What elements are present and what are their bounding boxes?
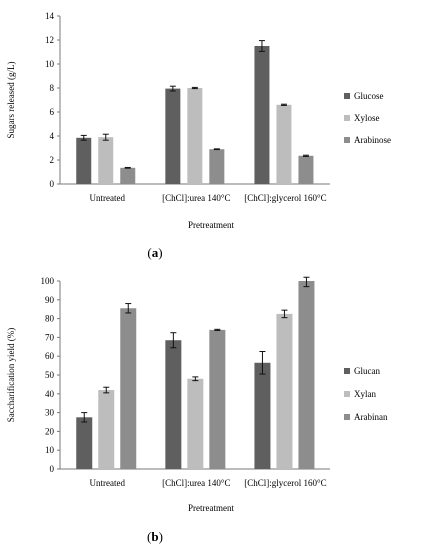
- bar-xylose-2: [187, 88, 203, 184]
- category-label: Untreated: [90, 478, 126, 488]
- panel-label-open: (: [147, 245, 151, 260]
- chart-a: 0 2 4 6 8 10 12 14 Sugars released (g/L) Untreate…: [6, 11, 391, 260]
- bar-glucose-1: [76, 137, 92, 184]
- y-tick-label: 30: [45, 408, 55, 418]
- category-label: [ChCl]:urea 140°C: [162, 193, 230, 203]
- bar-arabinan-3: [298, 281, 315, 469]
- y-tick-label: 14: [45, 11, 55, 21]
- legend-swatch-glucan: [344, 368, 350, 374]
- x-axis-label: Pretreatment: [188, 220, 234, 230]
- y-tick-label: 20: [45, 426, 55, 436]
- bar-arabinose-2: [209, 149, 225, 184]
- y-tick-label: 6: [50, 107, 55, 117]
- category-label: [ChCl]:urea 140°C: [162, 478, 230, 488]
- legend-label-arabinan: Arabinan: [354, 412, 388, 422]
- panel-label-letter: a: [152, 245, 159, 260]
- legend: Glucose Xylose Arabinose: [344, 91, 391, 145]
- bar-xylan-1: [98, 390, 115, 469]
- legend-label-glucan: Glucan: [354, 366, 380, 376]
- bar-glucan-1: [76, 417, 93, 469]
- panel-label: (b): [147, 529, 163, 544]
- y-tick-label: 60: [45, 351, 55, 361]
- panel-label-close: ): [159, 529, 163, 544]
- bar-xylose-3: [276, 104, 292, 184]
- y-tick-label: 50: [45, 370, 55, 380]
- legend-swatch-arabinose: [344, 137, 350, 143]
- panel-label-open: (: [147, 529, 151, 544]
- bar-glucan-3: [254, 362, 271, 469]
- legend-swatch-glucose: [344, 93, 350, 99]
- y-tick-label: 100: [41, 276, 55, 286]
- y-tick-label: 4: [50, 131, 55, 141]
- y-tick-label: 0: [50, 464, 55, 474]
- y-tick-label: 80: [45, 314, 55, 324]
- bar-xylose-1: [98, 137, 114, 184]
- legend-swatch-arabinan: [344, 414, 350, 420]
- bar-xylan-2: [187, 378, 204, 469]
- y-tick-label: 10: [45, 445, 55, 455]
- y-axis-label: Sugars released (g/L): [6, 62, 16, 139]
- legend-swatch-xylan: [344, 391, 350, 397]
- legend: Glucan Xylan Arabinan: [344, 366, 388, 422]
- legend-label-xylose: Xylose: [354, 113, 380, 123]
- category-label: Untreated: [90, 193, 126, 203]
- bar-glucose-3: [254, 46, 270, 184]
- bar-arabinose-3: [298, 155, 314, 184]
- bar-xylan-3: [276, 313, 293, 469]
- panel-label-letter: b: [151, 529, 158, 544]
- bar-arabinan-2: [209, 329, 226, 469]
- y-tick-label: 90: [45, 295, 55, 305]
- bar-glucan-2: [165, 340, 182, 469]
- bar-arabinose-1: [120, 167, 136, 184]
- y-axis-label: Saccharification yield (%): [6, 328, 16, 422]
- legend-label-xylan: Xylan: [354, 389, 376, 399]
- legend-label-arabinose: Arabinose: [354, 135, 391, 145]
- x-axis-label: Pretreatment: [188, 503, 234, 513]
- panel-label-close: ): [158, 245, 162, 260]
- category-label: [ChCl]:glycerol 160°C: [244, 478, 326, 488]
- legend-swatch-xylose: [344, 115, 350, 121]
- bar-arabinan-1: [120, 308, 137, 469]
- chart-b: 0 10 20 30 40 50 60 70 80 90 100 Saccharification y…: [6, 276, 388, 544]
- panel-label: (a): [147, 245, 162, 260]
- y-tick-label: 12: [45, 35, 54, 45]
- y-tick-label: 2: [50, 155, 55, 165]
- y-tick-label: 70: [45, 332, 55, 342]
- y-tick-label: 8: [50, 83, 55, 93]
- y-tick-label: 10: [45, 59, 55, 69]
- category-label: [ChCl]:glycerol 160°C: [244, 193, 326, 203]
- y-tick-label: 0: [50, 179, 55, 189]
- y-tick-label: 40: [45, 389, 55, 399]
- bar-glucose-2: [165, 88, 181, 184]
- legend-label-glucose: Glucose: [354, 91, 384, 101]
